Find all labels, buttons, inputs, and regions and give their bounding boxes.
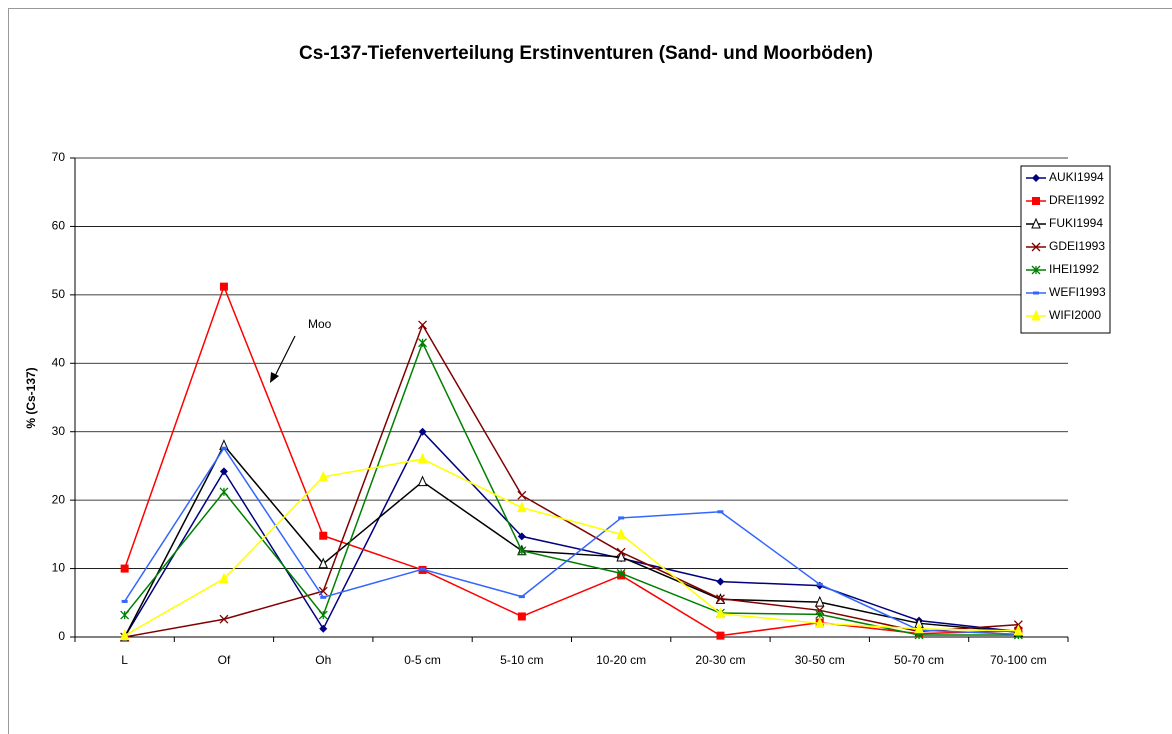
annotation-arrowhead: [270, 372, 279, 383]
marker: [517, 532, 526, 541]
marker: [220, 446, 227, 450]
marker: [716, 631, 725, 640]
x-tick-label: 20-30 cm: [695, 653, 745, 667]
marker: [814, 617, 825, 628]
marker: [120, 610, 130, 620]
marker: [616, 547, 626, 557]
marker: [119, 629, 130, 641]
series-line: [123, 284, 1019, 637]
marker: [616, 550, 626, 562]
marker: [518, 595, 525, 599]
marker: [1031, 309, 1041, 321]
marker: [1033, 291, 1039, 295]
marker: [517, 612, 526, 621]
legend-box: [1020, 165, 1111, 334]
marker: [815, 605, 825, 615]
marker: [914, 622, 924, 634]
series-line: [123, 444, 1019, 638]
legend-label: GDEI1993: [1049, 239, 1105, 253]
marker: [1032, 197, 1040, 205]
marker: [121, 599, 128, 603]
marker: [517, 501, 527, 513]
marker: [219, 467, 228, 476]
marker: [616, 568, 626, 578]
marker: [417, 452, 428, 464]
marker: [715, 607, 726, 619]
marker: [318, 557, 329, 569]
y-tick-label: 50: [52, 287, 66, 301]
marker: [318, 610, 328, 620]
x-tick-label: 5-10 cm: [500, 653, 543, 667]
y-tick-label: 60: [52, 219, 66, 233]
marker: [715, 594, 725, 604]
marker: [319, 531, 328, 540]
legend-label: WEFI1993: [1049, 285, 1106, 299]
marker: [120, 564, 129, 573]
series-line: [124, 446, 1019, 636]
legend-label: IHEI1992: [1049, 262, 1099, 276]
series-line: [124, 430, 1019, 638]
series-line: [124, 340, 1019, 636]
legend-label: AUKI1994: [1049, 170, 1104, 184]
marker: [418, 338, 428, 348]
marker: [1032, 174, 1040, 182]
y-tick-label: 10: [52, 561, 66, 575]
marker: [1031, 265, 1041, 275]
y-tick-label: 0: [58, 629, 65, 643]
chart-frame: [8, 8, 1172, 734]
marker: [219, 282, 228, 291]
series-line: [124, 458, 1019, 637]
marker: [219, 487, 229, 497]
marker: [419, 567, 426, 571]
marker: [616, 528, 626, 539]
marker: [219, 614, 229, 624]
marker: [618, 516, 625, 520]
x-tick-label: 10-20 cm: [596, 653, 646, 667]
y-tick-label: 20: [52, 492, 66, 506]
annotation-arrow: [273, 335, 296, 379]
marker: [816, 582, 823, 586]
marker: [318, 470, 329, 482]
marker: [716, 577, 725, 586]
x-tick-label: 50-70 cm: [894, 653, 944, 667]
legend-label: DREI1992: [1049, 193, 1105, 207]
marker: [320, 595, 327, 599]
marker: [319, 624, 328, 633]
x-tick-label: 0-5 cm: [404, 653, 441, 667]
x-tick-label: Oh: [315, 653, 331, 667]
series-line: [124, 323, 1019, 638]
y-tick-label: 40: [52, 355, 66, 369]
x-tick-label: Of: [218, 653, 231, 667]
x-tick-label: L: [121, 653, 128, 667]
marker: [1031, 242, 1041, 252]
marker: [814, 595, 825, 607]
chart-title: Cs-137-Tiefenverteilung Erstinventuren (…: [299, 43, 873, 64]
marker: [717, 510, 724, 514]
legend-label: WIFI2000: [1049, 308, 1101, 322]
marker: [219, 572, 229, 584]
marker: [1013, 624, 1024, 636]
legend-label: FUKI1994: [1049, 216, 1103, 230]
marker: [517, 546, 527, 556]
marker: [517, 490, 527, 500]
y-axis-label: % (Cs-137): [24, 367, 38, 428]
y-tick-label: 70: [52, 150, 66, 164]
y-tick-label: 30: [52, 424, 66, 438]
x-tick-label: 30-50 cm: [795, 653, 845, 667]
marker: [418, 427, 427, 436]
marker: [1031, 217, 1041, 229]
marker: [418, 320, 428, 330]
x-tick-label: 70-100 cm: [990, 653, 1047, 667]
annotation: Moo: [308, 317, 332, 331]
marker: [417, 475, 428, 487]
